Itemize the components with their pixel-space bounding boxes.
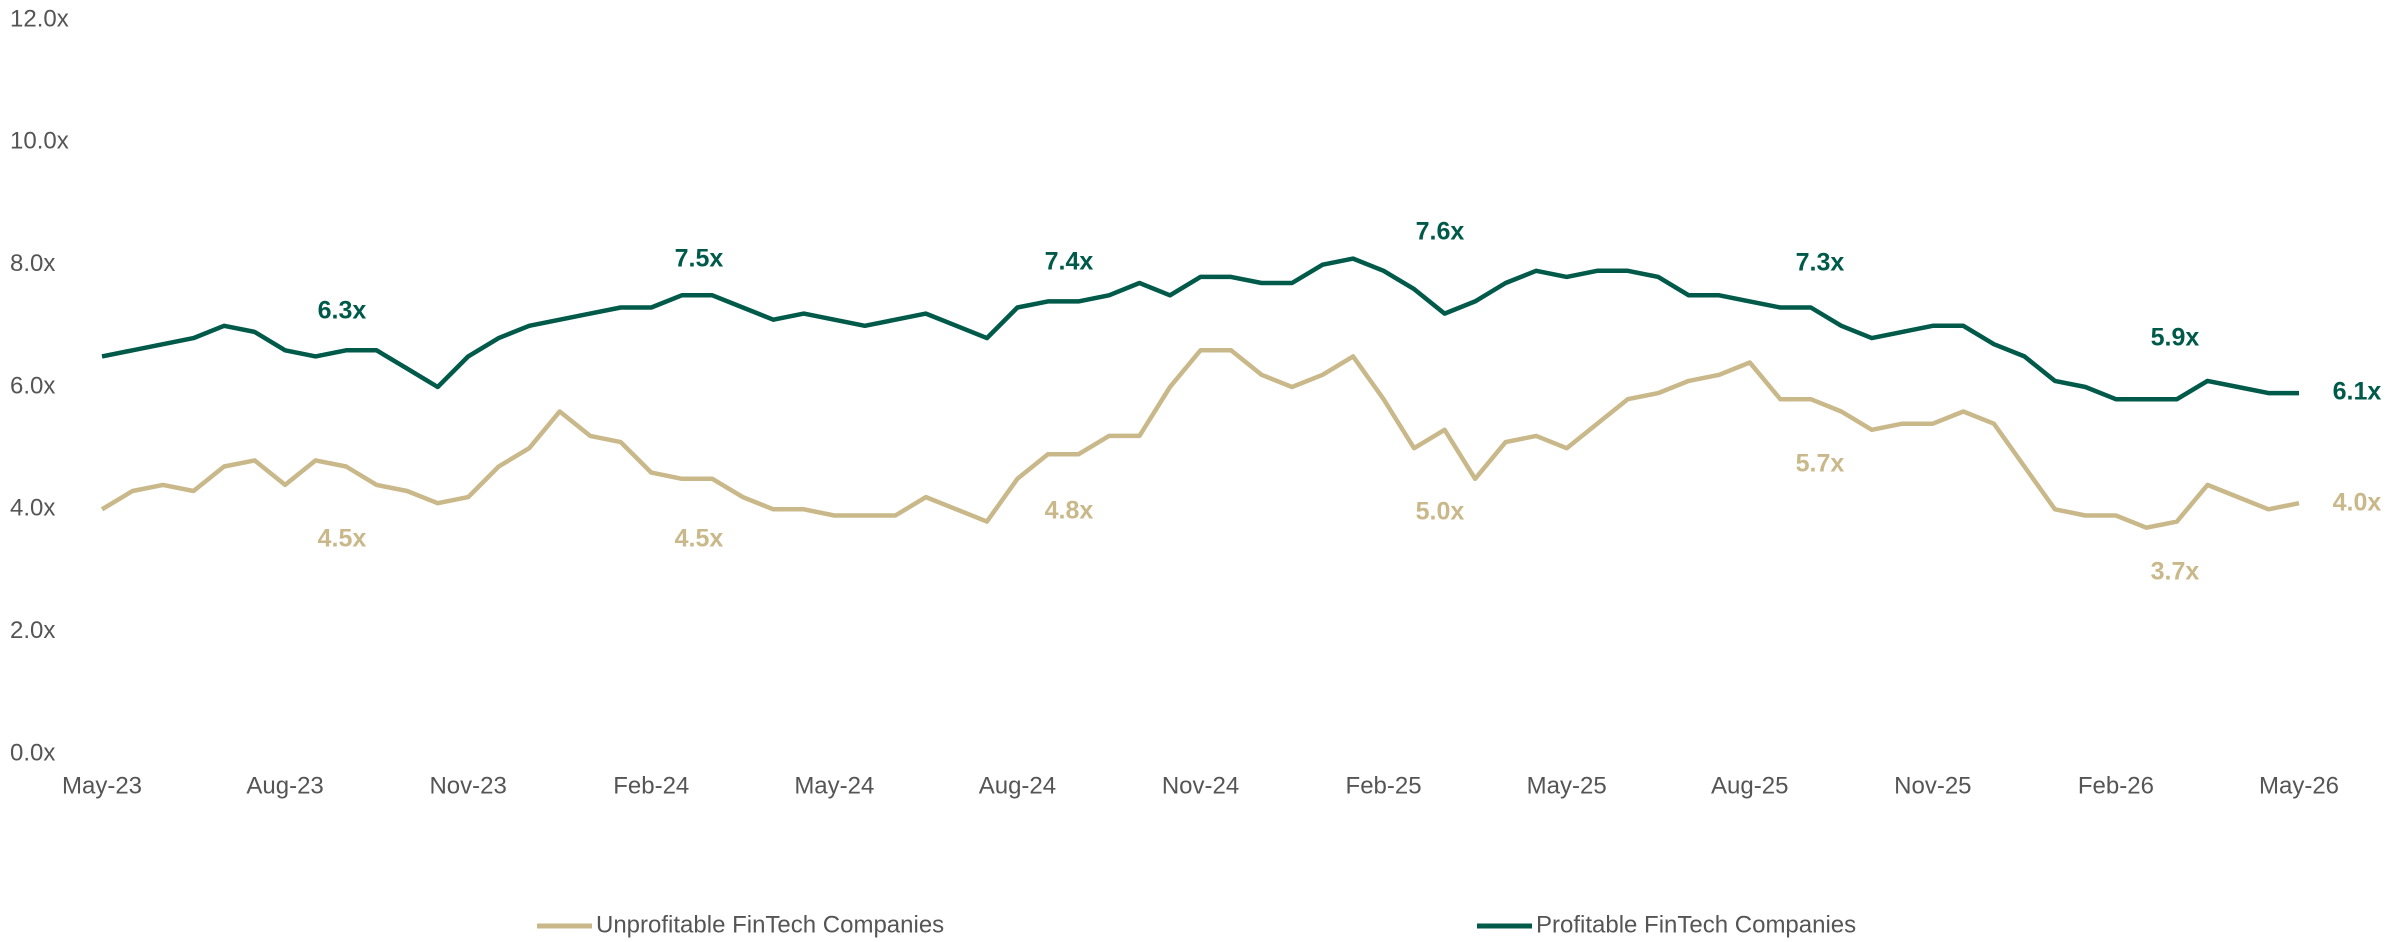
x-tick-label: Nov-25	[1894, 772, 1971, 799]
x-tick-label: Aug-23	[246, 772, 323, 799]
annotation: 7.6x	[1416, 218, 1465, 246]
annotation: 4.5x	[318, 525, 367, 553]
y-tick-label: 12.0x	[10, 5, 69, 32]
annotation: 3.7x	[2151, 558, 2200, 586]
legend-label: Profitable FinTech Companies	[1536, 911, 1856, 938]
x-tick-label: Feb-26	[2078, 772, 2154, 799]
x-tick-label: Feb-24	[613, 772, 689, 799]
annotation: 7.4x	[1045, 248, 1094, 276]
y-tick-label: 6.0x	[10, 372, 55, 399]
annotation: 7.3x	[1796, 249, 1845, 277]
series-line	[101, 256, 2299, 402]
legend-label: Unprofitable FinTech Companies	[596, 911, 944, 938]
y-tick-label: 4.0x	[10, 495, 55, 522]
x-tick-label: Aug-24	[979, 772, 1056, 799]
x-tick-label: May-23	[62, 772, 142, 799]
x-tick-label: May-25	[1527, 772, 1607, 799]
x-tick-label: Feb-25	[1346, 772, 1422, 799]
annotation: 5.0x	[1416, 498, 1465, 526]
annotation: 4.5x	[675, 525, 724, 553]
y-tick-label: 10.0x	[10, 128, 69, 155]
annotation: 4.8x	[1045, 497, 1094, 525]
x-tick-label: May-24	[794, 772, 874, 799]
annotation: 6.1x	[2333, 378, 2382, 406]
x-tick-label: Nov-23	[429, 772, 506, 799]
annotation: 4.0x	[2333, 489, 2382, 517]
series-line	[100, 348, 2300, 530]
annotation: 6.3x	[318, 297, 367, 325]
y-tick-label: 8.0x	[10, 250, 55, 277]
x-tick-label: Nov-24	[1162, 772, 1239, 799]
annotation: 7.5x	[675, 245, 724, 273]
y-tick-label: 0.0x	[10, 739, 55, 766]
x-tick-label: May-26	[2259, 772, 2339, 799]
annotation: 5.7x	[1796, 450, 1845, 478]
annotation: 5.9x	[2151, 324, 2200, 352]
y-tick-label: 2.0x	[10, 617, 55, 644]
x-tick-label: Aug-25	[1711, 772, 1788, 799]
